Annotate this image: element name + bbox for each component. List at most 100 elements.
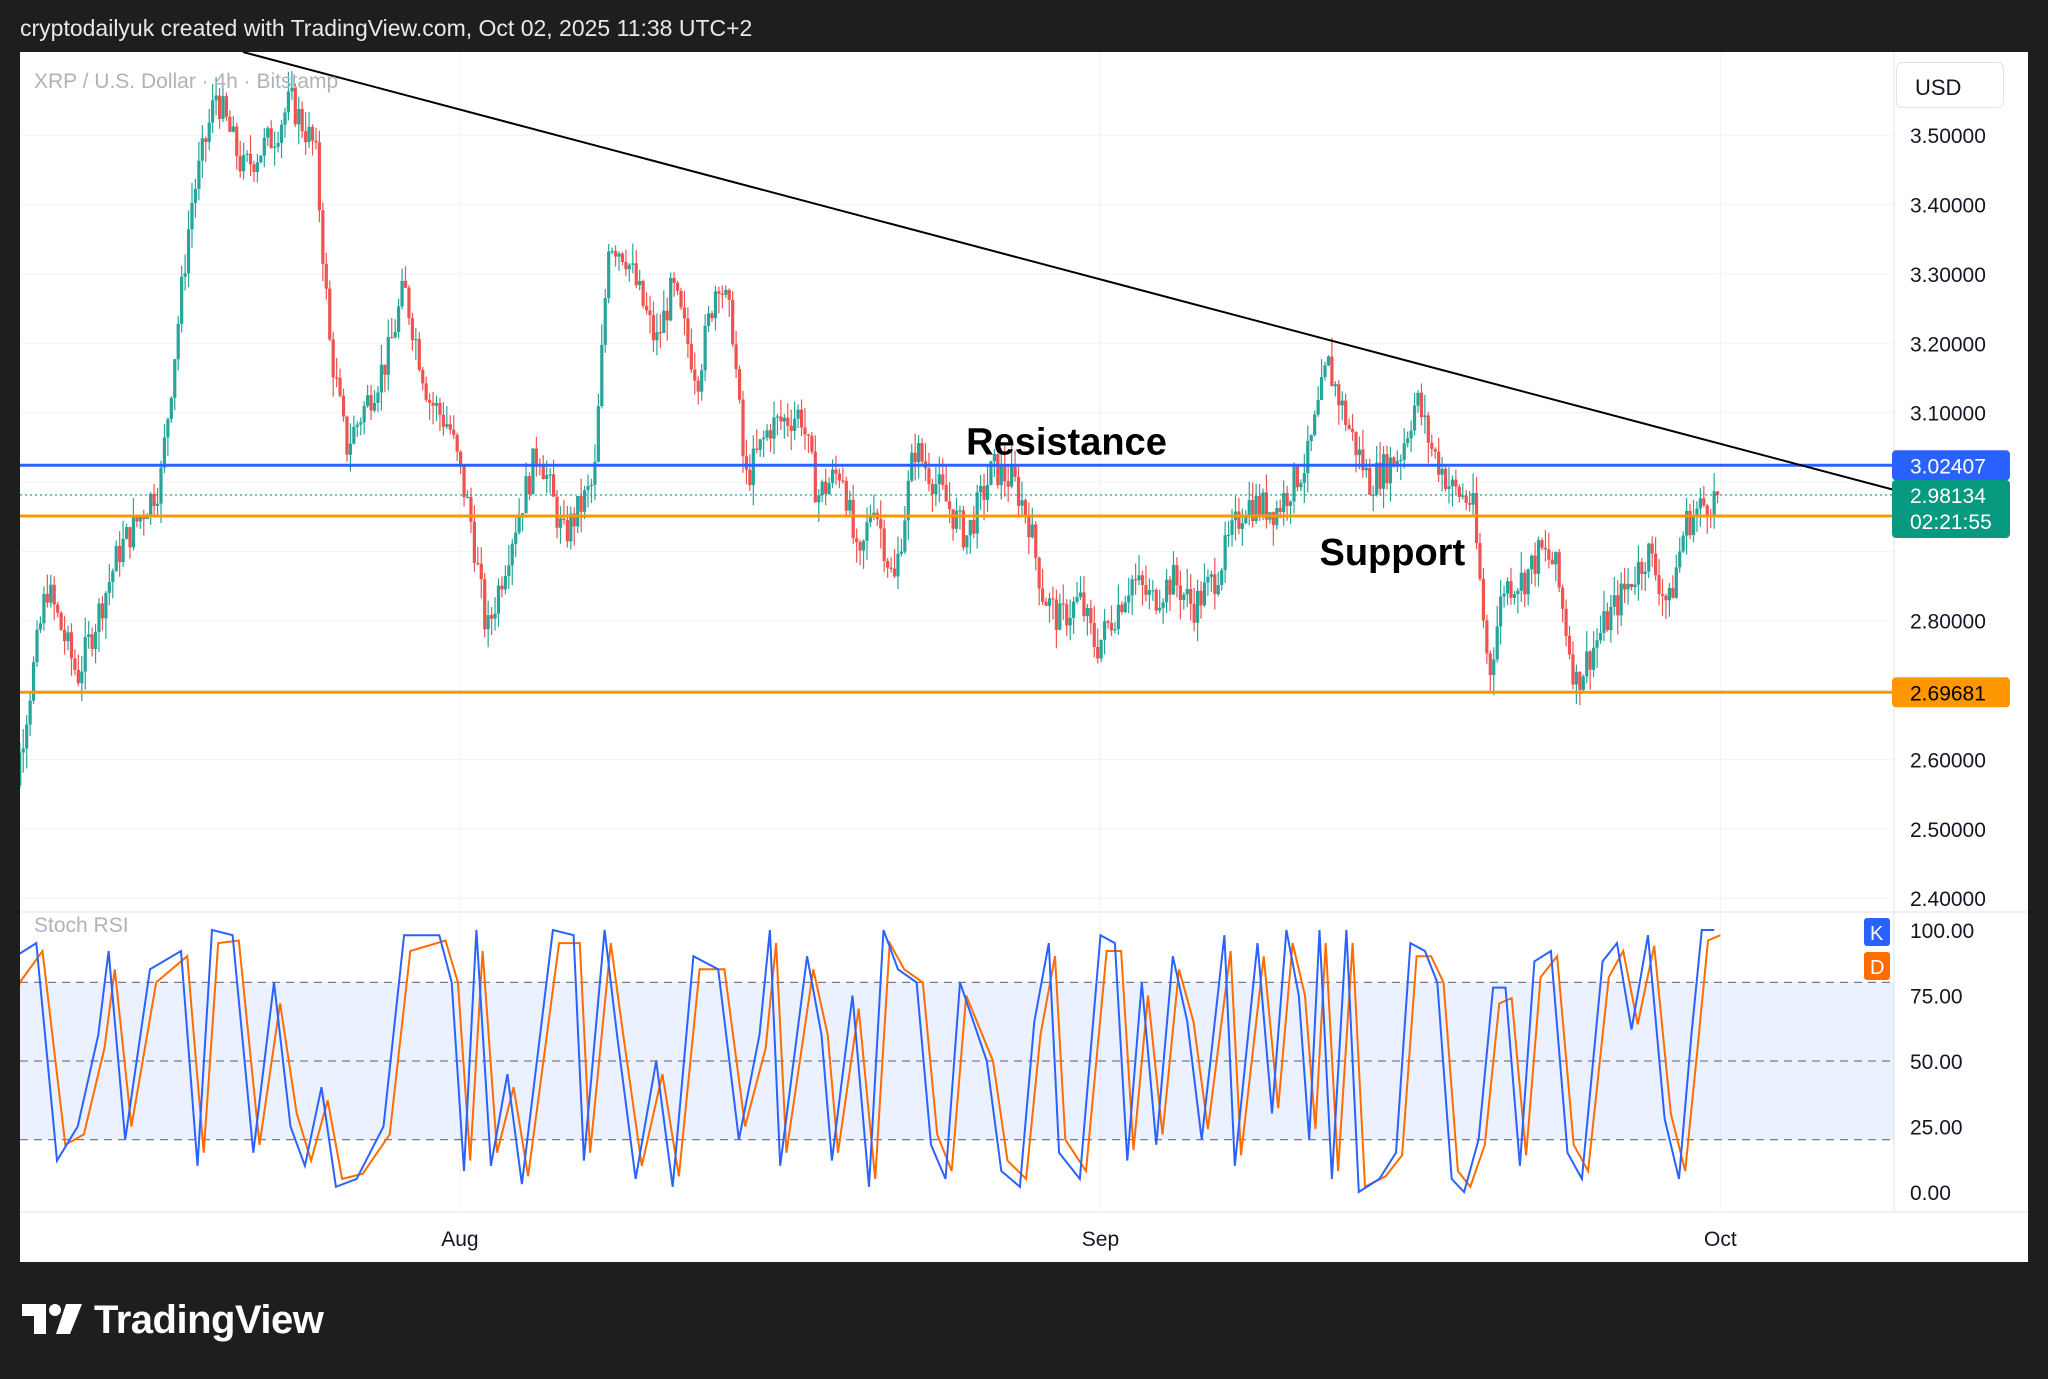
candle-body xyxy=(300,108,304,132)
candle-body xyxy=(1261,492,1265,515)
price-tick-label: 3.40000 xyxy=(1910,195,1986,218)
candle-body xyxy=(1133,579,1138,581)
candle-body xyxy=(269,128,273,148)
candle-body xyxy=(1158,607,1162,611)
candle-body xyxy=(142,515,146,520)
candle-body xyxy=(1388,457,1393,484)
symbol-title[interactable]: XRP / U.S. Dollar · 4h · Bitstamp xyxy=(34,70,338,93)
candle-body xyxy=(279,124,284,143)
candle-body xyxy=(1244,516,1248,524)
candle-body xyxy=(582,490,587,512)
stoch-rsi-d-tag[interactable]: D xyxy=(1870,957,1884,979)
candle-body xyxy=(1013,466,1017,477)
candle-body xyxy=(1564,608,1568,636)
candle-body xyxy=(1340,400,1344,406)
candle-body xyxy=(1378,462,1382,489)
stoch-rsi-title[interactable]: Stoch RSI xyxy=(34,914,129,937)
candle-body xyxy=(620,253,625,263)
candle-body xyxy=(1223,535,1227,571)
trend-line[interactable] xyxy=(242,52,1917,497)
chart-frame[interactable]: Resistance Support 3.50000 3.40000 3.30000 3… xyxy=(20,52,2028,1262)
candle-body xyxy=(896,553,900,577)
candle-body xyxy=(1440,468,1444,475)
candle-body xyxy=(59,612,63,630)
last-price-label: 2.98134 xyxy=(1910,485,1986,508)
candle-body xyxy=(1271,512,1275,526)
candle-body xyxy=(317,142,322,211)
candle-body xyxy=(1536,540,1541,574)
candle-body xyxy=(207,122,211,142)
candle-body xyxy=(817,495,821,503)
candle-body xyxy=(1419,392,1424,418)
candle-body xyxy=(231,126,235,132)
candle-body xyxy=(1027,514,1031,538)
time-axis[interactable]: Aug Sep Oct xyxy=(441,1228,1737,1251)
candle-body xyxy=(124,527,129,539)
candle-body xyxy=(892,568,897,577)
chart-canvas[interactable]: Resistance Support 3.500003.400003.300003… xyxy=(20,52,2028,1262)
stoch-rsi-k-tag[interactable]: K xyxy=(1870,923,1884,945)
price-axis[interactable]: 3.50000 3.40000 3.30000 3.20000 3.10000 2.800… xyxy=(1864,125,2010,1205)
candle-body xyxy=(1647,543,1651,572)
candle-body xyxy=(930,484,935,495)
candle-body xyxy=(1505,581,1510,594)
candle-body xyxy=(1543,547,1548,550)
rsi-tick-label: 25.00 xyxy=(1910,1117,1963,1140)
candle-body xyxy=(851,499,855,539)
candle-body xyxy=(748,469,752,486)
candle-body xyxy=(1113,629,1117,631)
candle-body xyxy=(1457,486,1461,497)
candle-body xyxy=(131,515,136,548)
candle-body xyxy=(1454,479,1458,487)
candle-body xyxy=(1213,574,1217,595)
candle-body xyxy=(1667,587,1671,601)
candle-body xyxy=(655,332,659,341)
candle-body xyxy=(276,142,280,147)
candle-body xyxy=(958,510,962,512)
candle-body xyxy=(1037,557,1041,589)
candle-body xyxy=(1282,493,1286,513)
candle-body xyxy=(1433,449,1437,452)
candle-body xyxy=(307,126,311,143)
candle-body xyxy=(634,263,638,286)
annotation-resistance[interactable]: Resistance xyxy=(966,421,1167,463)
candle-body xyxy=(827,483,831,494)
candle-body xyxy=(617,253,621,257)
candle-body xyxy=(355,424,359,427)
candle-body xyxy=(569,513,573,542)
annotation-support[interactable]: Support xyxy=(1319,532,1465,574)
candle-body xyxy=(283,112,287,125)
candle-body xyxy=(689,343,693,370)
candle-body xyxy=(1047,598,1052,606)
candle-body xyxy=(675,282,680,291)
candle-body xyxy=(982,485,986,500)
candle-body xyxy=(1309,435,1313,442)
candle-body xyxy=(1078,592,1083,598)
candle-body xyxy=(273,146,277,148)
trend-line-layer[interactable] xyxy=(242,52,1917,497)
candle-body xyxy=(858,542,862,551)
annotations-layer[interactable]: Resistance Support xyxy=(966,421,1465,574)
rsi-tick-label: 100.00 xyxy=(1910,920,1974,943)
horizontal-levels[interactable] xyxy=(20,463,1894,694)
candle-body xyxy=(686,318,690,344)
candle-body xyxy=(348,443,353,455)
candle-body xyxy=(386,337,390,375)
candle-body xyxy=(73,658,77,670)
candle-body xyxy=(35,629,39,663)
candle-body xyxy=(1636,561,1640,585)
candle-body xyxy=(462,465,466,498)
candle-body xyxy=(1705,505,1709,517)
candle-body xyxy=(755,448,759,450)
candle-body xyxy=(21,748,25,753)
candle-body xyxy=(56,604,60,613)
candle-body xyxy=(1567,635,1572,655)
candle-body xyxy=(500,585,504,590)
price-tick-label: 3.10000 xyxy=(1910,403,1986,426)
currency-button[interactable]: USD xyxy=(1896,62,2004,108)
candle-body xyxy=(1306,441,1310,474)
candle-body xyxy=(937,474,941,485)
candle-body xyxy=(1151,590,1155,592)
candle-body xyxy=(1557,552,1561,588)
candle-body xyxy=(1629,583,1634,588)
